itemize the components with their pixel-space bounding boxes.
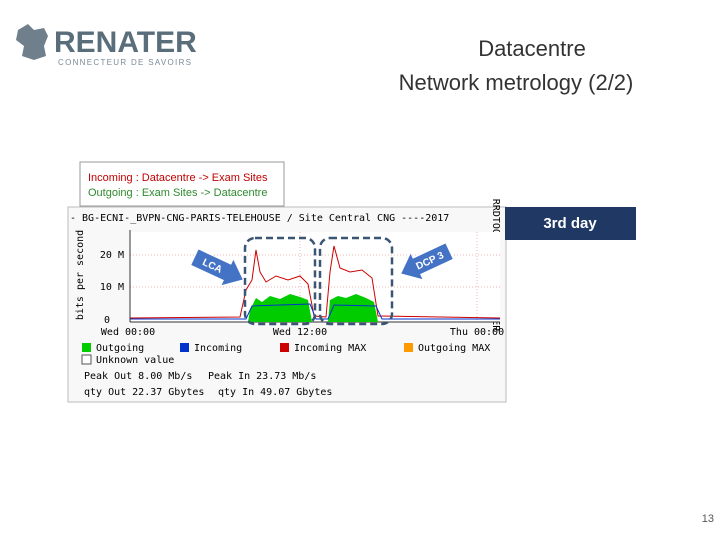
legend-label: Incoming MAX xyxy=(294,343,366,354)
graph-title: - BG-ECNI-_BVPN-CNG-PARIS-TELEHOUSE / Si… xyxy=(70,213,449,224)
legend-label: Outgoing MAX xyxy=(418,343,490,354)
x-tick-label: Wed 12:00 xyxy=(273,327,327,338)
y-tick-label: 10 M xyxy=(100,282,124,293)
highlight xyxy=(243,236,317,326)
key-box xyxy=(79,161,285,207)
legend-swatch xyxy=(82,343,91,352)
legend-swatch xyxy=(81,354,92,365)
key-incoming: Incoming : Datacentre -> Exam Sites xyxy=(88,172,268,184)
stat: Peak Out 8.00 Mb/s xyxy=(84,371,192,382)
incoming-max-line xyxy=(129,245,501,319)
day-label: 3rd day xyxy=(543,215,597,232)
y-tick-label: 0 xyxy=(104,315,110,326)
legend-label: Incoming xyxy=(194,343,242,354)
legend-label: Outgoing xyxy=(96,343,144,354)
stat: qty Out 22.37 Gbytes xyxy=(84,387,204,398)
stat: qty In 49.07 Gbytes xyxy=(218,387,332,398)
logo-tagline: CONNECTEUR DE SAVOIRS xyxy=(58,58,192,67)
highlight xyxy=(318,236,394,326)
y-tick-label: 20 M xyxy=(100,250,124,261)
outgoing-area xyxy=(248,294,378,322)
x-tick-label: Thu 00:00 xyxy=(450,327,504,338)
legend-swatch xyxy=(280,343,289,352)
logo-name: RENATER xyxy=(54,26,197,59)
legend-swatch xyxy=(404,343,413,352)
lca-arrow: LCA xyxy=(189,248,245,287)
logo-icon xyxy=(16,24,48,60)
day-box xyxy=(505,207,636,240)
key-outgoing: Outgoing : Exam Sites -> Datacentre xyxy=(88,187,267,199)
title: Network metrology (2/2) xyxy=(399,70,634,95)
y-label: bits per second xyxy=(75,230,86,320)
stat: Peak In 23.73 Mb/s xyxy=(208,371,316,382)
x-tick-label: Wed 00:00 xyxy=(101,327,155,338)
title: Datacentre xyxy=(478,36,586,61)
legend-swatch xyxy=(180,343,189,352)
page-number: 13 xyxy=(702,513,714,525)
legend-label: Unknown value xyxy=(96,355,174,366)
